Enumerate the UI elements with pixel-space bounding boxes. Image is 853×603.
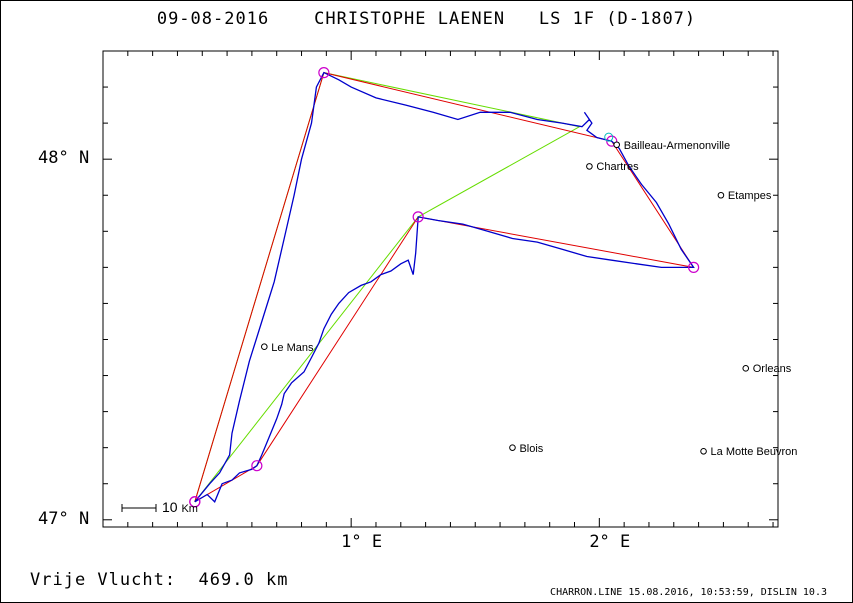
distance-summary: Vrije Vlucht: 469.0 km <box>30 570 288 590</box>
city-marker <box>742 365 750 372</box>
turnpoint-marker <box>412 211 424 223</box>
scale-bar-label: 10 Km <box>162 499 198 515</box>
turnpoint-marker <box>189 496 201 508</box>
city-markers <box>261 141 750 455</box>
city-marker <box>717 191 725 199</box>
city-label: Orleans <box>752 363 792 376</box>
gps-track <box>194 71 695 503</box>
city-marker <box>700 447 707 455</box>
city-label: Chartres <box>596 161 639 174</box>
lon-label-1: 1° E <box>341 532 383 552</box>
start-sector-marker <box>604 132 614 142</box>
credit-line: CHARRON.LINE 15.08.2016, 10:53:59, DISLI… <box>550 587 827 598</box>
city-label: Blois <box>519 442 544 455</box>
city-label: Etampes <box>727 190 772 203</box>
lat-label-47: 47° N <box>38 508 90 529</box>
city-marker <box>261 343 268 350</box>
plot-area <box>102 50 779 528</box>
title-pilot: CHRISTOPHE LAENEN <box>314 9 506 29</box>
lat-label-48: 48° N <box>38 148 90 169</box>
city-marker <box>586 163 593 170</box>
lon-label-2: 2° E <box>589 532 631 552</box>
city-marker <box>613 141 620 149</box>
scale-bar <box>121 504 157 512</box>
distance-label: Vrije Vlucht: <box>30 570 177 590</box>
turnpoints <box>189 67 700 508</box>
city-label: Le Mans <box>271 341 314 354</box>
city-label: Bailleau-Armenonville <box>623 139 731 152</box>
title-date: 09-08-2016 <box>156 9 270 29</box>
city-marker <box>509 444 516 451</box>
page-title: 09-08-2016 CHRISTOPHE LAENEN LS 1F (D-18… <box>0 9 853 29</box>
fai-triangle <box>194 72 581 503</box>
turnpoint-marker <box>251 460 263 472</box>
distance-value: 469.0 km <box>198 570 289 590</box>
title-glider: LS 1F (D-1807) <box>538 9 697 29</box>
axis-ticks <box>102 50 778 527</box>
city-label: La Motte Beuvron <box>710 446 798 459</box>
turnpoint-marker <box>688 261 700 273</box>
turnpoint-marker <box>318 67 330 79</box>
